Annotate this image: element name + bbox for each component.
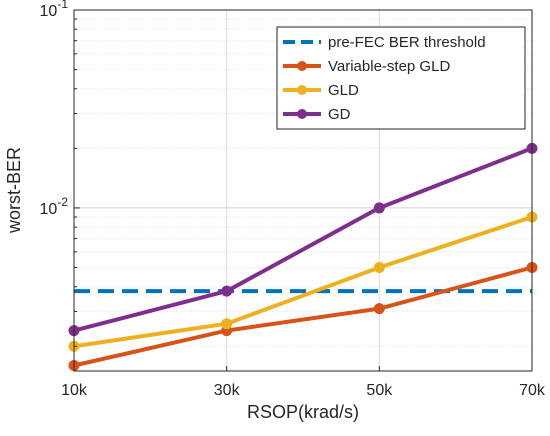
series-line-gd <box>73 146 533 333</box>
data-point-gld <box>221 318 233 330</box>
x-tick-label: 30k <box>214 382 241 399</box>
x-tick-label: 50k <box>366 382 393 399</box>
legend-marker-gd <box>297 109 307 119</box>
data-point-gd <box>221 285 233 297</box>
data-point-gd <box>373 202 385 214</box>
data-point-gld <box>373 262 385 274</box>
legend-label-gld: GLD <box>328 82 359 99</box>
legend-label-variable-step-gld: Variable-step GLD <box>328 58 450 75</box>
series-layer <box>68 142 538 371</box>
y-tick-label: 10-1 <box>40 0 69 20</box>
x-tick-label: 10k <box>61 382 88 399</box>
x-axis-label: RSOP(krad/s) <box>247 402 359 422</box>
legend-marker-variable-step-gld <box>297 61 307 71</box>
legend-marker-gld <box>297 85 307 95</box>
series-line-variable-step-gld <box>73 265 533 368</box>
legend-label-pre-fec-ber-threshold: pre-FEC BER threshold <box>328 34 486 51</box>
legend-label-gd: GD <box>328 106 351 123</box>
legend: pre-FEC BER threshold Variable-step GLD GL… <box>276 26 526 130</box>
y-axis-label: worst-BER <box>4 147 24 234</box>
ticks: 10k 30k 50k 70k 10-2 10-1 <box>40 0 546 399</box>
data-point-variable-step-gld <box>373 303 385 315</box>
plot-frame <box>73 9 533 372</box>
series-line-gld <box>73 215 533 349</box>
x-tick-label: 70k <box>519 382 546 399</box>
y-tick-label: 10-2 <box>40 195 69 218</box>
